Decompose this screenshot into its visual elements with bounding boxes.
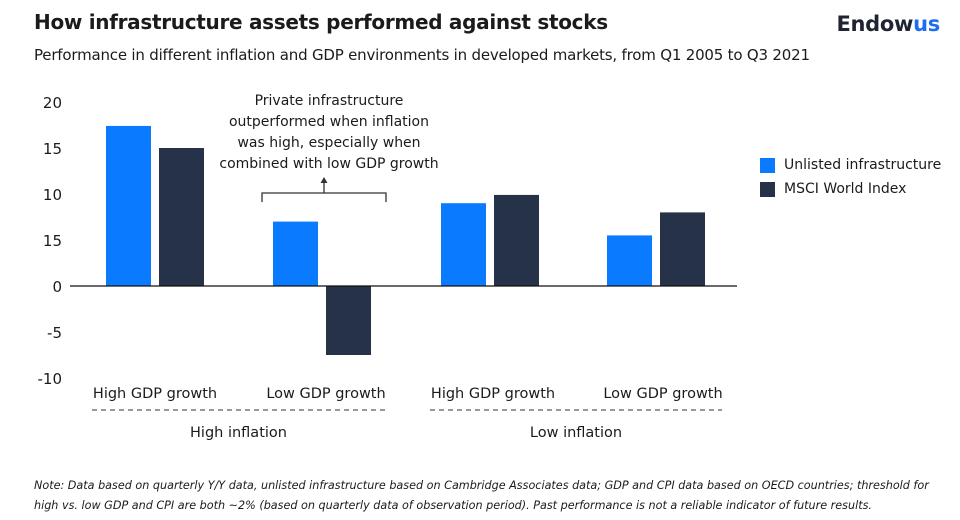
y-tick-label: -10 — [38, 370, 63, 388]
bar-unlisted — [273, 221, 318, 286]
endowus-logo: Endowus — [836, 12, 940, 36]
bar-msci — [494, 194, 539, 286]
legend-item-msci: MSCI World Index — [760, 177, 941, 201]
legend-item-unlisted: Unlisted infrastructure — [760, 153, 941, 177]
legend-swatch — [760, 181, 775, 197]
bar-unlisted — [441, 203, 486, 286]
x-category-label: Low GDP growth — [266, 386, 385, 402]
annotation-text: Private infrastructure — [255, 93, 404, 109]
bar-unlisted — [607, 235, 652, 286]
legend-swatch — [760, 157, 775, 173]
y-tick-label: 0 — [52, 278, 62, 296]
annotation-text: combined with low GDP growth — [219, 156, 438, 172]
bar-msci — [159, 148, 204, 286]
annotation-arrow-icon — [320, 177, 328, 183]
y-tick-label: 15 — [43, 232, 62, 250]
y-tick-label: 20 — [43, 94, 62, 112]
x-group-label: Low inflation — [530, 425, 622, 441]
x-category-label: High GDP growth — [93, 386, 217, 402]
bar-msci — [326, 286, 371, 355]
logo-text-2: us — [913, 12, 940, 36]
y-tick-label: -5 — [47, 324, 62, 342]
annotation-text: was high, especially when — [237, 135, 420, 151]
y-tick-label: 10 — [43, 186, 62, 204]
annotation-bracket — [261, 192, 387, 202]
bar-msci — [660, 212, 705, 286]
legend-label: MSCI World Index — [784, 181, 907, 197]
legend-label: Unlisted infrastructure — [784, 157, 942, 173]
logo-text-1: Endow — [836, 12, 914, 36]
x-group-label: High inflation — [190, 425, 287, 441]
legend: Unlisted infrastructure MSCI World Index — [760, 153, 941, 201]
y-tick-label: 15 — [43, 140, 62, 158]
x-category-label: Low GDP growth — [603, 386, 722, 402]
chart-title: How infrastructure assets performed agai… — [34, 10, 608, 34]
annotation-text: outperformed when inflation — [229, 114, 429, 130]
chart-subtitle: Performance in different inflation and G… — [34, 46, 810, 64]
x-category-label: High GDP growth — [431, 386, 555, 402]
bar-unlisted — [106, 125, 151, 286]
footnote: Note: Data based on quarterly Y/Y data, … — [34, 479, 929, 512]
